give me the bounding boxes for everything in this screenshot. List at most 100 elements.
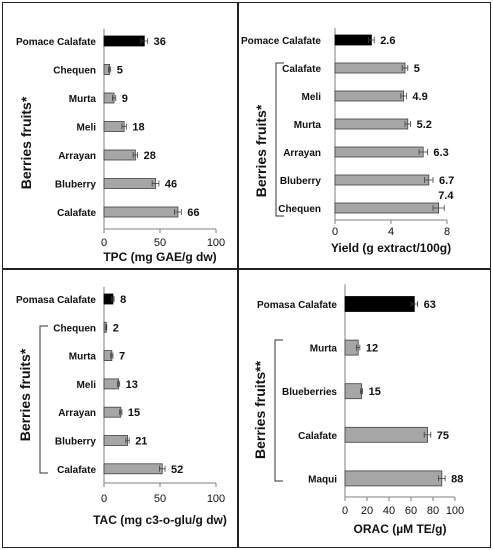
category-label: Calafate: [298, 431, 337, 442]
category-label: Bluberry: [280, 176, 322, 187]
bar-bluberry: [334, 174, 430, 186]
x-tick-label: 50: [154, 237, 166, 249]
bar-pomace-calafate: [334, 34, 372, 46]
bar-pomace-calafate: [103, 35, 145, 47]
data-label: 12: [366, 343, 378, 355]
category-label: Arrayan: [283, 148, 321, 159]
data-label: 7: [119, 351, 125, 363]
category-label: Pomace Calafate: [16, 37, 96, 48]
group-label: Berries fruits*: [18, 96, 34, 189]
data-label: 6.7: [439, 175, 454, 187]
data-label: 2: [113, 322, 119, 334]
bar-arrayan: [103, 406, 122, 418]
data-label: 88: [451, 473, 463, 485]
category-label: Pomasa Calafate: [257, 300, 337, 311]
bar-arrayan: [103, 149, 136, 161]
category-label: Meli: [302, 92, 322, 103]
bar-pomasa-calafate: [344, 296, 415, 312]
bar-bluberry: [103, 435, 128, 446]
data-label: 46: [165, 179, 177, 191]
category-label: Bluberry: [55, 437, 97, 448]
data-label: 28: [144, 150, 156, 162]
data-label: 36: [154, 36, 166, 48]
category-label: Murta: [69, 352, 97, 363]
data-label: 15: [128, 407, 140, 419]
data-label: 5: [117, 65, 123, 77]
group-bracket: [39, 325, 48, 474]
tpc-chart-panel: 0 50 100 Pomace Calafate 36 Chequen 5 Murta 9 Mel…: [2, 2, 238, 269]
x-tick-label: 4: [388, 226, 394, 238]
chart-svg-2: 0 50 100 Pomasa Calafate 8 Chequen 2 Murta 7 Meli…: [16, 286, 227, 527]
chart-svg-0: 0 50 100 Pomace Calafate 36 Chequen 5 Murta 9 Mel…: [16, 28, 225, 264]
x-tick-label: 100: [446, 505, 464, 517]
bar-meli: [334, 90, 404, 102]
x-tick-label: 80: [427, 505, 439, 517]
category-label: Murta: [310, 344, 338, 355]
data-label: 15: [369, 386, 381, 398]
group-label: Berries fruits*: [17, 348, 33, 441]
x-axis-label: TAC (mg c3-o-glu/g dw): [93, 513, 227, 527]
category-label: Murta: [69, 94, 97, 105]
x-tick-label: 8: [444, 226, 450, 238]
group-bracket: [275, 62, 284, 217]
data-label: 8: [120, 294, 126, 306]
x-tick-label: 0: [332, 226, 338, 238]
x-tick-label: 0: [342, 505, 348, 517]
bar-bluberry: [103, 178, 156, 189]
data-label: 63: [424, 299, 436, 311]
data-label: 2.6: [380, 35, 395, 47]
x-tick-label: 0: [101, 237, 107, 249]
category-label: Blueberries: [282, 387, 337, 398]
data-label: 7.4: [438, 190, 454, 202]
data-label: 5.2: [417, 119, 432, 131]
data-label: 66: [187, 207, 199, 219]
x-tick-label: 20: [361, 505, 373, 517]
bar-meli: [103, 378, 119, 390]
x-tick-label: 50: [154, 493, 166, 505]
bar-arrayan: [334, 146, 424, 158]
x-axis-label: Yield (g extract/100g): [331, 241, 451, 255]
x-axis-label: ORAC (µM TE/g): [354, 522, 447, 536]
orac-chart-panel: 0 20 40 60 80 100 Pomasa Calafate 63 Murta 12 Blue…: [238, 269, 491, 548]
category-label: Arrayan: [58, 151, 96, 162]
category-label: Chequen: [278, 204, 321, 215]
group-label: Berries fruits*: [253, 104, 269, 197]
category-label: Calafate: [57, 465, 96, 476]
data-label: 52: [171, 464, 183, 476]
bar-calafate: [103, 463, 163, 475]
group-label: Berries fruits**: [252, 360, 268, 459]
category-label: Murta: [294, 120, 322, 131]
data-label: 18: [132, 122, 144, 134]
category-label: Calafate: [282, 64, 321, 75]
category-label: Chequen: [53, 323, 96, 334]
category-label: Maqui: [308, 474, 337, 485]
group-bracket: [274, 339, 283, 482]
category-label: Meli: [77, 123, 97, 134]
bar-chequen: [334, 202, 439, 214]
category-label: Pomace Calafate: [241, 36, 321, 47]
category-label: Bluberry: [55, 180, 97, 191]
chart-svg-1: 0 4 8 Pomace Calafate 2.6 Calafate 5 Meli 4.9 Mur…: [241, 28, 454, 255]
x-tick-label: 60: [405, 505, 417, 517]
data-label: 5: [414, 63, 420, 75]
tac-chart-panel: 0 50 100 Pomasa Calafate 8 Chequen 2 Murta 7 Meli…: [2, 269, 238, 548]
x-axis-label: TPC (mg GAE/g dw): [103, 250, 216, 264]
bar-calafate: [334, 62, 406, 74]
category-label: Chequen: [53, 66, 96, 77]
data-label: 9: [122, 93, 128, 105]
bar-calafate: [103, 206, 179, 218]
data-label: 6.3: [433, 147, 448, 159]
bar-meli: [103, 121, 125, 132]
category-label: Arrayan: [58, 408, 96, 419]
x-tick-label: 0: [101, 493, 107, 505]
data-label: 75: [437, 430, 449, 442]
bar-calafate: [344, 426, 428, 443]
x-tick-label: 40: [383, 505, 395, 517]
bar-maqui: [344, 470, 443, 487]
category-label: Calafate: [57, 208, 96, 219]
data-label: 21: [135, 436, 147, 448]
x-tick-label: 100: [207, 493, 225, 505]
category-label: Pomasa Calafate: [16, 295, 96, 306]
x-tick-label: 100: [207, 237, 225, 249]
category-label: Meli: [77, 380, 97, 391]
